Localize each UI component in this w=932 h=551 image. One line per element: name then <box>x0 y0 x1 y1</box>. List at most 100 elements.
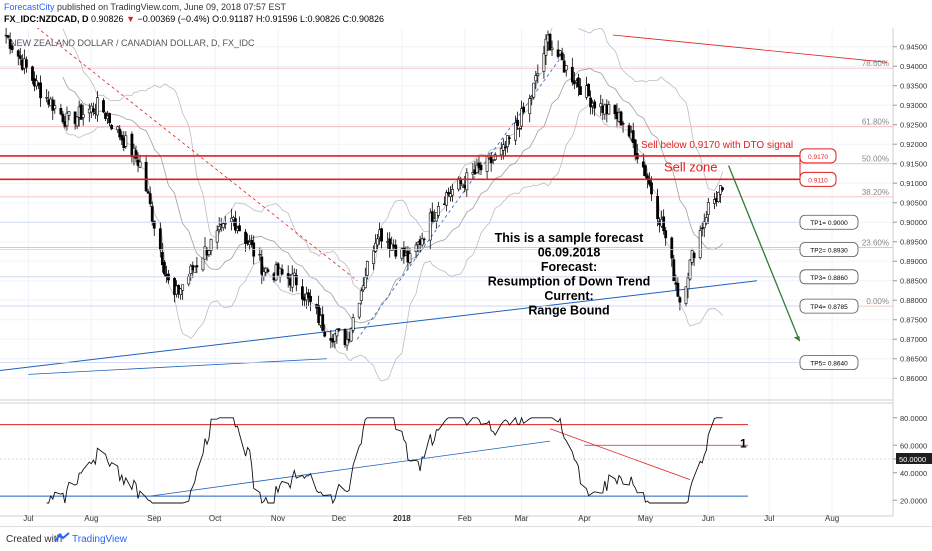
candle-body <box>158 228 162 251</box>
x-tick-label: Feb <box>458 514 472 523</box>
candle-body <box>10 45 14 50</box>
y-tick-label: 0.88000 <box>900 296 927 305</box>
candle-body <box>258 253 262 256</box>
forecast-text: Range Bound <box>528 304 609 318</box>
candle-body <box>428 212 432 241</box>
candle-body <box>148 193 152 204</box>
candle-body <box>81 114 85 118</box>
osc-downtrend-line <box>549 428 691 481</box>
candle-body <box>250 239 254 245</box>
candle-body <box>493 154 497 160</box>
candle-body <box>542 53 546 72</box>
target-label: TP1= 0.9000 <box>810 220 848 227</box>
target-label-box <box>799 242 859 257</box>
candle-body <box>380 228 383 242</box>
y-tick-label: 0.87000 <box>900 335 927 344</box>
candle-body <box>648 178 651 185</box>
candle-body <box>643 165 647 177</box>
tradingview-logo-icon <box>54 532 70 547</box>
fib-label: 50.00% <box>862 155 889 164</box>
y-tick-label: 0.91000 <box>900 179 927 188</box>
candle-body <box>337 328 341 331</box>
candle-body <box>359 290 363 301</box>
candle-body <box>16 50 20 57</box>
candle-body <box>536 73 540 76</box>
price-change: −0.00369 (−0.4%) <box>137 14 210 24</box>
candle-body <box>692 252 696 259</box>
candle-body <box>520 108 523 127</box>
candle-body <box>516 119 519 127</box>
candle-body <box>124 135 128 147</box>
sell-signal-text: Sell below 0.9170 with DTO signal <box>641 140 793 151</box>
candle-body <box>558 50 562 55</box>
y-tick-label: 0.88500 <box>900 277 927 286</box>
candle-body <box>564 65 568 71</box>
candle-body <box>445 192 448 206</box>
candle-body <box>8 39 12 49</box>
y-tick-label: 0.86000 <box>900 374 927 383</box>
price-chart[interactable]: NEW ZEALAND DOLLAR / CANADIAN DOLLAR, D,… <box>0 28 932 526</box>
target-label: TP3= 0.8860 <box>810 275 848 282</box>
tradingview-link[interactable]: TradingView <box>72 534 128 545</box>
target-label-box <box>799 214 859 230</box>
candle-body <box>599 103 603 108</box>
fib-label: 23.60% <box>862 239 889 248</box>
x-tick-label: Mar <box>515 514 529 523</box>
target-label-box <box>799 355 859 371</box>
candle-body <box>420 238 424 246</box>
candle-body <box>65 112 69 127</box>
osc-last-box <box>896 453 932 464</box>
candle-body <box>343 329 347 345</box>
publisher-name[interactable]: ForecastCity <box>4 2 55 12</box>
candle-body <box>234 218 237 231</box>
candle-body <box>678 297 682 303</box>
candle-body <box>307 292 310 298</box>
candle-body <box>686 277 690 290</box>
candle-body <box>721 187 724 191</box>
candle-body <box>201 257 205 271</box>
target-label: TP5= 0.8640 <box>810 361 848 368</box>
candle-body <box>345 339 349 346</box>
candle-body <box>702 221 706 228</box>
candle-body <box>96 97 99 116</box>
candle-body <box>414 244 418 252</box>
fib-label: 78.60% <box>862 59 889 68</box>
candle-body <box>434 212 438 222</box>
candle-body <box>503 146 507 149</box>
candle-body <box>579 86 582 95</box>
x-tick-label: Sep <box>147 514 162 523</box>
candle-body <box>688 259 692 280</box>
x-tick-label: 2018 <box>393 514 411 523</box>
candle-body <box>59 108 63 115</box>
candle-body <box>301 286 304 300</box>
candle-body <box>422 238 426 241</box>
candle-body <box>485 156 489 172</box>
fib-label: 38.20% <box>862 188 889 197</box>
published-text: published on TradingView.com, June 09, 2… <box>57 2 287 12</box>
candle-body <box>572 80 576 85</box>
candle-body <box>290 273 294 288</box>
candle-body <box>607 104 611 115</box>
candle-body <box>79 104 83 120</box>
forecast-text: 06.09.2018 <box>538 246 601 260</box>
osc-tick-label: 80.0000 <box>900 414 927 423</box>
y-tick-label: 0.92000 <box>900 140 927 149</box>
down-arrow-icon: ▼ <box>126 14 135 24</box>
candle-body <box>706 202 710 215</box>
rising-channel-line <box>356 58 561 340</box>
candle-body <box>221 223 225 229</box>
candle-body <box>24 59 28 68</box>
candle-body <box>116 126 120 131</box>
candle-body <box>351 317 355 331</box>
falling-resistance-line <box>36 28 358 282</box>
target-label-box <box>799 269 859 285</box>
fib-label: 61.80% <box>862 118 889 127</box>
oscillator-line <box>46 416 723 505</box>
x-tick-label: Jun <box>702 514 715 523</box>
candle-body <box>39 82 42 99</box>
x-tick-label: Nov <box>271 514 285 523</box>
candle-body <box>179 288 183 295</box>
x-tick-label: Dec <box>332 514 346 523</box>
candle-body <box>266 269 270 272</box>
fib-label: 0.00% <box>866 297 889 306</box>
